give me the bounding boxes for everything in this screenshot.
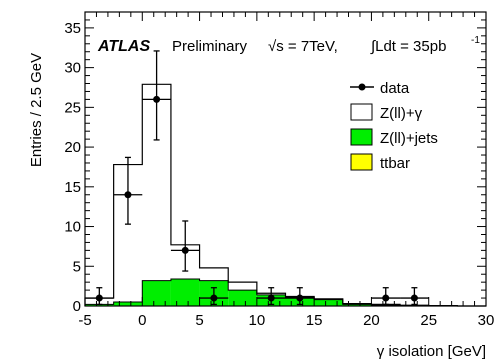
y-tick-label: 15 (64, 179, 81, 196)
y-tick-label: 35 (64, 20, 81, 37)
plot-area (84, 50, 486, 307)
zlljets-bar (228, 290, 257, 306)
x-tick-label: 10 (249, 312, 266, 329)
experiment-label: ATLAS Preliminary √s = 7TeV, ∫Ldt = 35pb… (97, 35, 480, 55)
zlljets-bar (113, 302, 143, 306)
x-tick-label: 30 (478, 312, 495, 329)
data-marker (95, 294, 103, 302)
legend-entry-data: data (350, 80, 410, 97)
x-tick-label: -5 (78, 312, 91, 329)
legend-label-data: data (380, 80, 410, 97)
plot-frame (84, 11, 487, 307)
zlljets-bar (314, 299, 343, 306)
zlljets-bar (342, 304, 372, 306)
data-marker (153, 95, 161, 103)
luminosity-exponent: -1 (471, 35, 480, 46)
y-tick-label: 30 (64, 60, 81, 77)
x-tick-label: 20 (363, 312, 380, 329)
legend-entry-zllgamma: Z(ll)+γ (350, 103, 423, 122)
y-tick-label: 10 (64, 219, 81, 236)
x-tick-label: 5 (195, 312, 203, 329)
data-point (199, 287, 229, 306)
legend-zllgamma-swatch (350, 103, 373, 121)
legend-entry-zlljets: Z(ll)+jets (350, 128, 438, 147)
data-marker (210, 294, 218, 302)
zlljets-bar (85, 304, 114, 306)
x-axis-title: γ isolation [GeV] (377, 343, 486, 360)
data-point (256, 287, 286, 306)
y-tick-label: 0 (73, 298, 81, 315)
x-tick-label: 25 (420, 312, 437, 329)
data-point (371, 287, 401, 306)
preliminary-label: Preliminary (172, 38, 248, 55)
legend-label-ttbar: ttbar (380, 155, 410, 172)
legend-entry-ttbar: ttbar (350, 153, 410, 172)
x-tick-label: 0 (138, 312, 146, 329)
data-marker (181, 246, 189, 254)
y-tick-label: 5 (73, 258, 81, 275)
legend-ttbar-swatch (350, 153, 373, 171)
zlljets-bar (142, 280, 171, 306)
data-marker (267, 294, 275, 302)
data-marker (296, 294, 304, 302)
luminosity-label: ∫Ldt = 35pb (370, 38, 446, 55)
zllgamma-outline (84, 83, 486, 307)
atlas-label: ATLAS (97, 38, 150, 55)
y-axis-title: Entries / 2.5 GeV (28, 53, 45, 167)
data-point (170, 220, 200, 272)
zlljets-outline (84, 278, 486, 307)
legend-label-zlljets: Z(ll)+jets (380, 130, 438, 147)
y-tick-label: 20 (64, 139, 81, 156)
data-marker (382, 294, 390, 302)
data-point (142, 50, 171, 141)
data-point (400, 287, 429, 306)
data-marker (410, 294, 418, 302)
legend-data-marker (358, 83, 366, 91)
data-point (285, 287, 315, 306)
legend: data Z(ll)+γ Z(ll)+jets ttbar (350, 80, 438, 172)
data-marker (124, 191, 132, 199)
legend-zlljets-swatch (350, 128, 373, 146)
x-tick-label: 15 (306, 312, 323, 329)
y-tick-label: 25 (64, 99, 81, 116)
zlljets-bar (170, 278, 200, 306)
data-point (113, 156, 143, 225)
legend-label-zllgamma: Z(ll)+γ (380, 105, 423, 122)
energy-label: √s = 7TeV, (268, 38, 338, 55)
